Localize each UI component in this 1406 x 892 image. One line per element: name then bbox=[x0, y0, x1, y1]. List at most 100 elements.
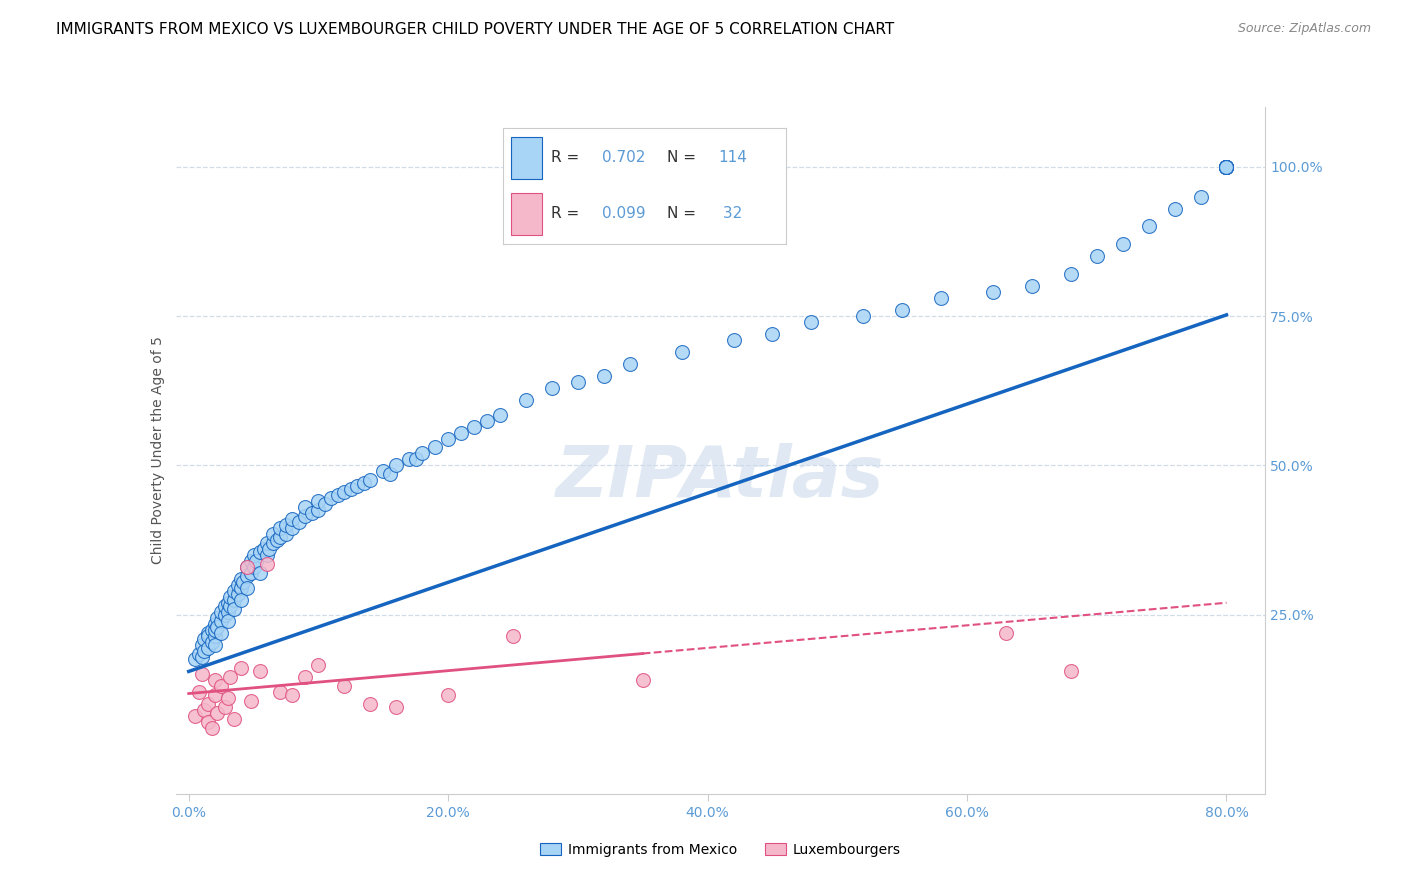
Bar bbox=[512, 137, 543, 179]
Point bbox=[209, 614, 232, 628]
Point bbox=[463, 419, 485, 434]
Point bbox=[314, 497, 336, 511]
Point bbox=[197, 715, 219, 730]
Point bbox=[188, 685, 211, 699]
Point bbox=[219, 599, 242, 613]
Text: 0.702: 0.702 bbox=[602, 150, 645, 165]
Point bbox=[592, 368, 614, 383]
Point bbox=[385, 700, 408, 714]
Point bbox=[204, 616, 226, 631]
Point bbox=[515, 392, 537, 407]
Point bbox=[242, 548, 264, 562]
Point bbox=[204, 638, 226, 652]
Point bbox=[307, 503, 329, 517]
Point bbox=[475, 414, 498, 428]
Point bbox=[245, 554, 267, 568]
Point bbox=[207, 706, 229, 721]
Point bbox=[852, 309, 875, 323]
Text: IMMIGRANTS FROM MEXICO VS LUXEMBOURGER CHILD POVERTY UNDER THE AGE OF 5 CORRELAT: IMMIGRANTS FROM MEXICO VS LUXEMBOURGER C… bbox=[56, 22, 894, 37]
Point bbox=[326, 488, 349, 502]
Point bbox=[226, 587, 249, 601]
Point bbox=[217, 614, 239, 628]
Point bbox=[281, 521, 304, 535]
Point bbox=[217, 691, 239, 706]
Point bbox=[1215, 160, 1237, 174]
Point bbox=[236, 581, 259, 595]
Point bbox=[236, 569, 259, 583]
Point bbox=[301, 506, 323, 520]
Point bbox=[1215, 160, 1237, 174]
Point bbox=[281, 512, 304, 526]
Point bbox=[224, 601, 246, 615]
Point bbox=[240, 566, 263, 580]
Point bbox=[209, 679, 232, 693]
Point bbox=[398, 452, 420, 467]
Point bbox=[201, 623, 224, 637]
Point bbox=[373, 464, 395, 478]
Point bbox=[226, 578, 249, 592]
Point bbox=[209, 625, 232, 640]
Point bbox=[219, 670, 242, 684]
Point bbox=[249, 665, 271, 679]
Point bbox=[232, 574, 254, 589]
Point bbox=[274, 518, 297, 533]
Point bbox=[249, 545, 271, 559]
Point bbox=[201, 634, 224, 648]
Point bbox=[204, 623, 226, 637]
Point bbox=[929, 291, 952, 305]
Point bbox=[204, 689, 226, 703]
Point bbox=[256, 557, 278, 571]
Point bbox=[201, 721, 224, 735]
Point bbox=[214, 700, 236, 714]
Point bbox=[1021, 279, 1043, 293]
Point bbox=[240, 694, 263, 708]
Point bbox=[800, 315, 823, 329]
Point bbox=[204, 629, 226, 643]
Point bbox=[197, 698, 219, 712]
Point bbox=[193, 703, 215, 717]
Point bbox=[229, 661, 252, 675]
Point bbox=[1112, 237, 1135, 252]
Point bbox=[1163, 202, 1185, 216]
Point bbox=[249, 566, 271, 580]
Point bbox=[671, 345, 693, 359]
Point bbox=[253, 541, 276, 556]
Point bbox=[307, 494, 329, 508]
Point bbox=[1085, 249, 1108, 263]
Point bbox=[333, 485, 356, 500]
Point bbox=[217, 596, 239, 610]
Point bbox=[723, 333, 745, 347]
Point bbox=[197, 640, 219, 655]
Point bbox=[214, 607, 236, 622]
Point bbox=[184, 709, 207, 723]
Point bbox=[631, 673, 654, 688]
Point bbox=[1215, 160, 1237, 174]
Point bbox=[1215, 160, 1237, 174]
Point bbox=[405, 452, 427, 467]
Point bbox=[333, 679, 356, 693]
Point bbox=[184, 652, 207, 666]
Legend: Immigrants from Mexico, Luxembourgers: Immigrants from Mexico, Luxembourgers bbox=[534, 838, 907, 863]
Point bbox=[269, 685, 291, 699]
Point bbox=[353, 476, 375, 491]
Point bbox=[193, 643, 215, 657]
Point bbox=[190, 638, 212, 652]
Point bbox=[256, 548, 278, 562]
Point bbox=[489, 408, 512, 422]
Point bbox=[619, 357, 641, 371]
Point bbox=[236, 560, 259, 574]
Text: R =: R = bbox=[551, 150, 583, 165]
Point bbox=[1137, 219, 1160, 234]
Point bbox=[385, 458, 408, 473]
Point bbox=[294, 670, 316, 684]
Point bbox=[340, 483, 363, 497]
Point bbox=[981, 285, 1004, 300]
Point bbox=[425, 441, 447, 455]
Point bbox=[321, 491, 343, 506]
Point bbox=[294, 509, 316, 524]
Point bbox=[411, 446, 433, 460]
Point bbox=[236, 560, 259, 574]
Point bbox=[450, 425, 472, 440]
Point bbox=[994, 625, 1017, 640]
Point bbox=[190, 667, 212, 681]
